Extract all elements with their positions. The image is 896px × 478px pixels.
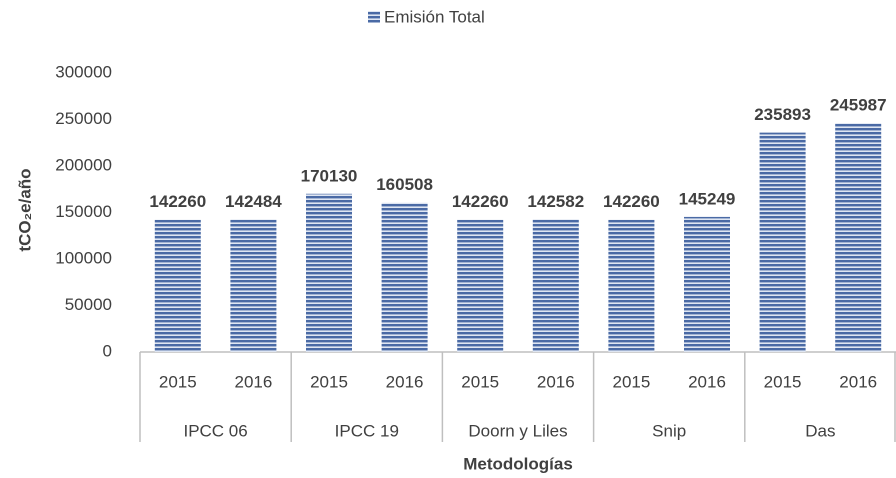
bar — [457, 219, 504, 352]
x-tick-label: 2015 — [159, 372, 197, 391]
legend-label: Emisión Total — [384, 7, 485, 26]
group-label: Das — [805, 421, 835, 440]
group-label: Snip — [652, 421, 686, 440]
bar — [230, 219, 277, 352]
y-tick-label: 50000 — [65, 295, 112, 314]
data-label: 142582 — [527, 192, 584, 211]
x-tick-label: 2015 — [612, 372, 650, 391]
data-label: 235893 — [754, 105, 811, 124]
legend-swatch — [368, 11, 380, 23]
bar — [154, 219, 201, 352]
x-tick-label: 2016 — [688, 372, 726, 391]
bar — [684, 216, 730, 352]
y-tick-label: 200000 — [55, 155, 112, 174]
x-axis-title: Metodologías — [463, 454, 573, 473]
bar — [759, 132, 806, 352]
x-tick-label: 2015 — [764, 372, 802, 391]
x-tick-label: 2016 — [537, 372, 575, 391]
data-label: 160508 — [376, 175, 433, 194]
y-tick-label: 100000 — [55, 248, 112, 267]
group-label: IPCC 06 — [183, 421, 247, 440]
y-tick-label: 150000 — [55, 202, 112, 221]
bar — [835, 123, 882, 353]
data-label: 142484 — [225, 192, 282, 211]
y-tick-label: 300000 — [55, 62, 112, 81]
bar — [306, 193, 352, 352]
y-tick-label: 250000 — [55, 109, 112, 128]
x-tick-label: 2016 — [234, 372, 272, 391]
data-label: 245987 — [830, 96, 887, 115]
data-label: 142260 — [452, 192, 509, 211]
group-label: IPCC 19 — [335, 421, 399, 440]
bar — [608, 219, 655, 352]
y-axis-title: tCO₂e/año — [15, 168, 34, 251]
y-tick-label: 0 — [103, 341, 112, 360]
data-label: 145249 — [679, 189, 736, 208]
x-tick-label: 2015 — [310, 372, 348, 391]
bar — [532, 219, 579, 352]
data-label: 170130 — [301, 166, 358, 185]
x-tick-label: 2016 — [386, 372, 424, 391]
group-label: Doorn y Liles — [468, 421, 567, 440]
x-tick-label: 2016 — [839, 372, 877, 391]
data-label: 142260 — [603, 192, 660, 211]
x-tick-label: 2015 — [461, 372, 499, 391]
data-label: 142260 — [149, 192, 206, 211]
bar — [381, 202, 428, 352]
